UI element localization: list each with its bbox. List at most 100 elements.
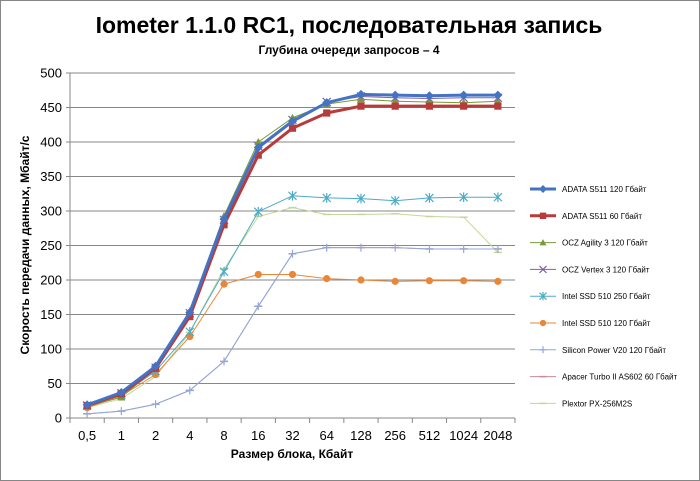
data-point <box>390 195 400 206</box>
data-point <box>151 400 160 409</box>
data-point <box>220 221 228 229</box>
data-point <box>185 386 194 395</box>
data-point <box>254 302 263 311</box>
y-tick-label: 500 <box>40 66 62 81</box>
series-line <box>86 207 499 409</box>
data-point <box>322 98 332 108</box>
legend-swatch-marker <box>539 185 547 193</box>
legend-label: ADATA S511 60 Гбайт <box>562 212 642 221</box>
data-point <box>424 91 434 101</box>
data-point <box>493 192 503 202</box>
data-point <box>459 244 468 253</box>
x-tick-label: 512 <box>419 428 441 443</box>
series-lines <box>82 89 503 418</box>
data-point <box>390 90 400 100</box>
legend-label: Intel SSD 510 120 Гбайт <box>562 319 651 328</box>
data-point <box>186 332 194 341</box>
data-point <box>494 102 502 110</box>
legend-label: ADATA S511 120 Гбайт <box>562 185 647 194</box>
data-point <box>425 277 434 285</box>
data-point <box>493 244 502 253</box>
legend-swatch-marker <box>539 319 547 327</box>
data-point <box>253 206 263 217</box>
data-point <box>288 116 297 126</box>
y-tick-label: 50 <box>48 376 62 391</box>
data-point <box>82 400 92 410</box>
legend-item: OCZ Agility 3 120 Гбайт <box>530 239 648 248</box>
legend-swatch-marker <box>539 239 547 246</box>
data-point <box>117 407 126 416</box>
y-tick-label: 200 <box>40 273 62 288</box>
data-point <box>356 89 366 99</box>
x-tick-label: 4 <box>186 428 193 443</box>
x-tick-label: 1024 <box>449 428 478 443</box>
data-point <box>254 151 262 159</box>
y-tick-label: 250 <box>40 238 62 253</box>
legend-item: ADATA S511 60 Гбайт <box>530 212 642 221</box>
legend-label: Intel SSD 510 250 Гбайт <box>562 292 651 301</box>
data-point <box>460 102 468 110</box>
y-tick-label: 150 <box>40 307 62 322</box>
axes <box>66 72 516 423</box>
legend-label: Apacer Turbo II AS602 60 Гбайт <box>562 373 677 382</box>
y-tick-label: 100 <box>40 342 62 357</box>
x-tick-label: 8 <box>220 428 227 443</box>
series-1 <box>82 89 503 410</box>
x-tick-label: 2048 <box>483 428 512 443</box>
legend-label: OCZ Vertex 3 120 Гбайт <box>562 265 650 274</box>
data-point <box>220 280 228 288</box>
data-point <box>494 277 502 285</box>
data-point <box>254 138 263 146</box>
legend-swatch-marker <box>539 292 547 301</box>
data-point <box>391 102 399 110</box>
data-point <box>357 102 365 110</box>
legend-label: Silicon Power V20 120 Гбайт <box>562 346 666 355</box>
data-point <box>322 243 331 252</box>
data-point <box>322 193 332 203</box>
series-7 <box>83 243 502 418</box>
legend-item: ADATA S511 120 Гбайт <box>530 185 647 194</box>
y-tick-label: 350 <box>40 169 62 184</box>
data-point <box>288 124 297 132</box>
data-point <box>185 307 195 317</box>
y-tick-label: 0 <box>55 411 62 426</box>
data-point <box>356 243 365 252</box>
x-tick-label: 16 <box>251 428 265 443</box>
legend-item: Intel SSD 510 250 Гбайт <box>530 292 651 301</box>
legend-item: Plextor PX-256M2S <box>530 399 632 408</box>
data-point <box>459 90 469 100</box>
data-point <box>219 214 229 224</box>
x-tick-label: 32 <box>285 428 299 443</box>
series-5 <box>82 191 503 411</box>
data-point <box>288 191 297 201</box>
data-point <box>391 243 400 252</box>
data-point <box>151 361 161 371</box>
chart-title: Iometer 1.1.0 RC1, последовательная запи… <box>96 12 603 38</box>
data-point <box>185 326 195 337</box>
data-point <box>493 90 503 100</box>
legend-label: OCZ Agility 3 120 Гбайт <box>562 239 648 248</box>
x-tick-label: 128 <box>350 428 372 443</box>
legend-item: Apacer Turbo II AS602 60 Гбайт <box>530 373 677 382</box>
series-6 <box>83 270 502 412</box>
legend-swatch-marker <box>539 346 547 354</box>
y-tick-label: 400 <box>40 135 62 150</box>
data-point <box>356 193 366 204</box>
data-point <box>253 143 263 153</box>
x-tick-label: 1 <box>118 428 125 443</box>
legend-item: Silicon Power V20 120 Гбайт <box>530 346 666 355</box>
data-point <box>425 102 434 110</box>
y-tick-label: 450 <box>40 100 62 115</box>
data-point <box>424 193 434 203</box>
data-point <box>220 357 229 366</box>
legend-item: OCZ Vertex 3 120 Гбайт <box>530 265 650 274</box>
series-line <box>86 274 498 409</box>
data-point <box>116 387 126 397</box>
series-line <box>86 92 498 407</box>
legend-swatch-marker <box>539 265 547 274</box>
legend-label: Plextor PX-256M2S <box>562 399 632 408</box>
legend-swatch-marker <box>539 212 547 219</box>
data-point <box>323 275 331 283</box>
